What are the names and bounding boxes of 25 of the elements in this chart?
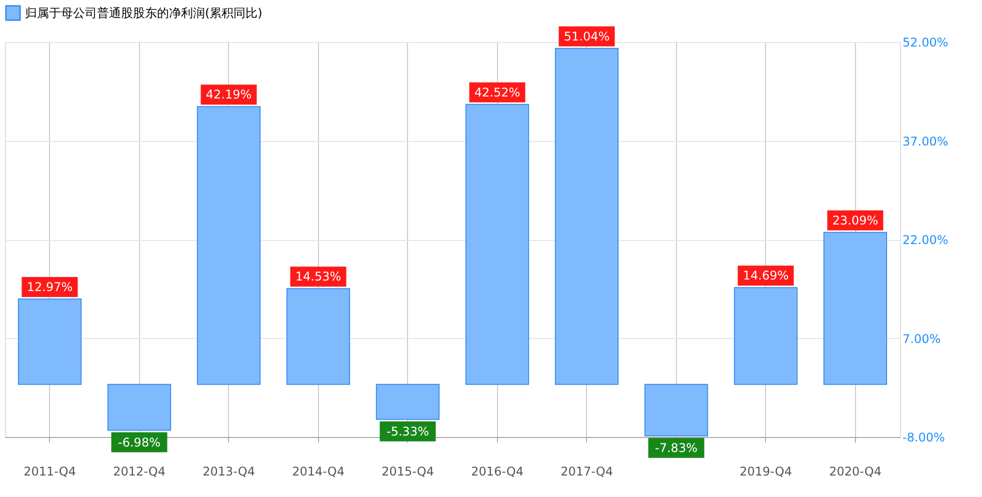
x-tick-label: 2013-Q4 (202, 464, 255, 478)
data-label: 23.09% (832, 213, 878, 228)
x-tick-label: 2019-Q4 (740, 464, 792, 478)
legend-label: 归属于母公司普通股股东的净利润(累积同比) (25, 6, 262, 20)
x-tick-label: 2017-Q4 (560, 464, 613, 478)
x-tick-label: 2014-Q4 (292, 464, 344, 478)
data-label: 42.52% (474, 85, 520, 100)
y-tick-label: 22.00% (902, 233, 948, 247)
data-label: 42.19% (206, 88, 252, 102)
x-tick-label: 2011-Q4 (24, 464, 76, 478)
data-label: -5.33% (386, 424, 429, 438)
data-label: 14.53% (295, 270, 342, 284)
data-label: 14.69% (742, 268, 789, 283)
x-tick-label: 2016-Q4 (471, 464, 524, 478)
data-label: -6.98% (118, 435, 160, 450)
y-tick-label: -8.00% (902, 430, 945, 444)
x-tick-label: 2020-Q4 (829, 464, 882, 478)
y-tick-label: 7.00% (902, 332, 941, 346)
data-label: 12.97% (26, 280, 73, 294)
y-tick-label: 37.00% (902, 134, 948, 148)
x-tick-label: 2012-Q4 (113, 464, 166, 478)
x-tick-label: 2015-Q4 (382, 464, 434, 478)
data-label: -7.83% (655, 440, 698, 455)
y-tick-label: 52.00% (902, 36, 948, 50)
data-label: 51.04% (564, 29, 610, 44)
